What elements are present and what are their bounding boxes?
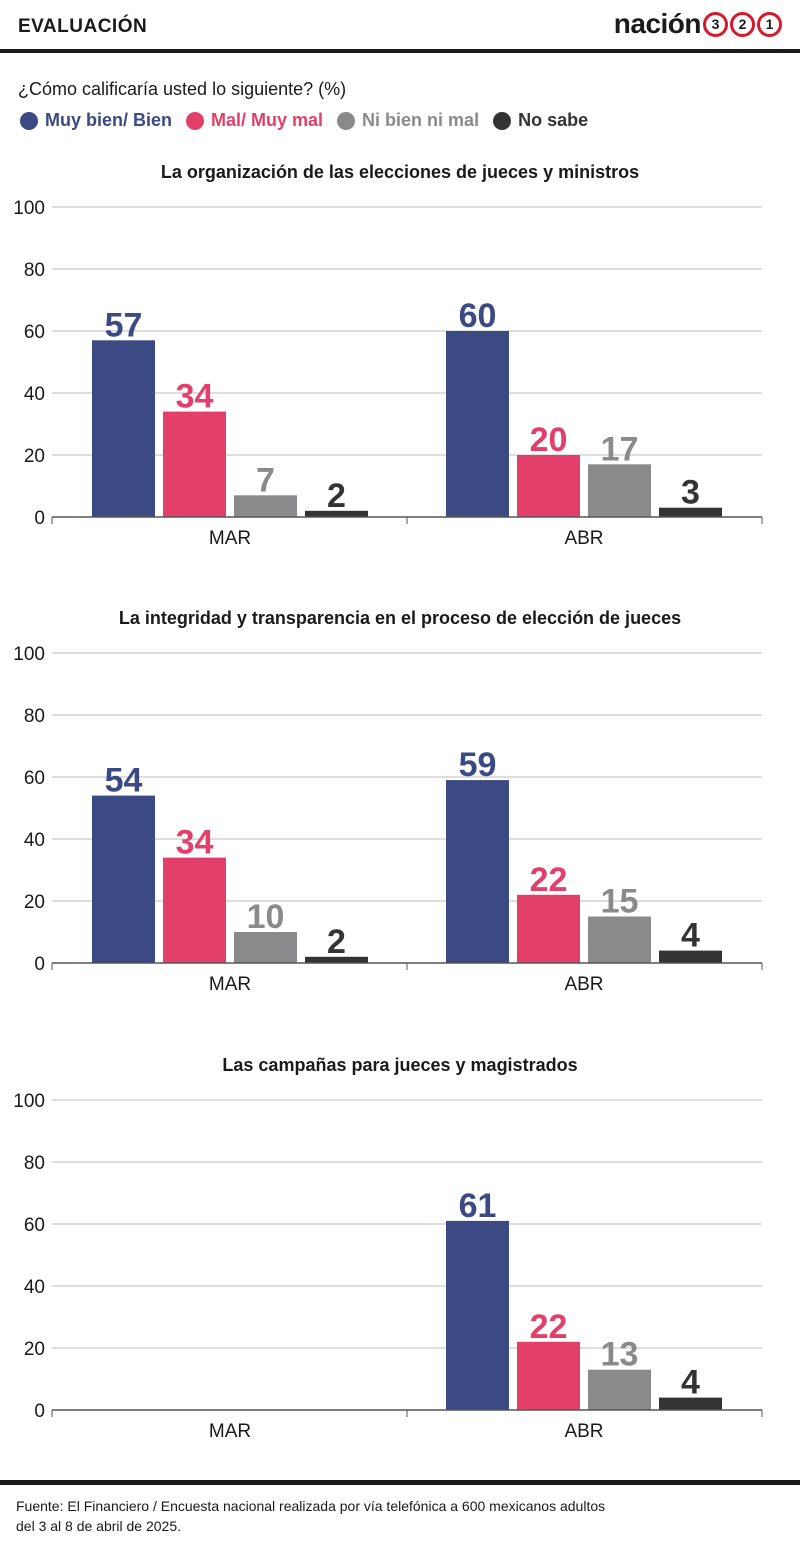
data-label: 13	[601, 1336, 639, 1374]
data-label: 54	[105, 762, 143, 800]
bar	[517, 1341, 580, 1410]
y-tick-label: 100	[13, 644, 45, 665]
x-tick-label: MAR	[209, 974, 251, 995]
y-tick-label: 100	[13, 1091, 45, 1112]
bar	[234, 495, 297, 517]
legend-swatch	[20, 111, 38, 130]
chart-title: La integridad y transparencia en el proc…	[119, 608, 681, 628]
data-label: 4	[681, 917, 700, 955]
data-label: 10	[247, 898, 285, 936]
data-label: 22	[530, 861, 568, 899]
bar	[659, 1397, 722, 1410]
y-tick-label: 60	[24, 768, 45, 789]
section-title: EVALUACIÓN	[18, 16, 148, 37]
bar	[92, 340, 155, 517]
bar	[163, 857, 226, 963]
bar	[446, 331, 509, 517]
data-label: 34	[176, 378, 214, 416]
header-rule	[0, 49, 800, 53]
brand-digit: 3	[703, 11, 728, 37]
data-label: 34	[176, 824, 214, 862]
footer-line: del 3 al 8 de abril de 2025.	[16, 1518, 182, 1534]
data-label: 22	[530, 1308, 568, 1346]
y-tick-label: 20	[24, 446, 45, 467]
legend-item: Mal/ Muy mal	[186, 110, 323, 131]
data-label: 59	[459, 746, 497, 784]
y-tick-label: 40	[24, 830, 45, 851]
footer-line: Fuente: El Financiero / Encuesta naciona…	[16, 1498, 606, 1514]
brand-word: nación	[613, 8, 702, 39]
brand-digit: 1	[757, 11, 782, 37]
data-label: 20	[530, 421, 568, 459]
y-tick-label: 20	[24, 1339, 45, 1360]
bar	[234, 932, 297, 963]
footer-source: Fuente: El Financiero / Encuesta naciona…	[16, 1496, 786, 1536]
x-tick-label: ABR	[564, 974, 603, 995]
y-tick-label: 0	[34, 1401, 45, 1422]
x-tick-label: MAR	[209, 1421, 251, 1442]
y-tick-label: 0	[34, 508, 45, 529]
legend-item: No sabe	[493, 110, 588, 131]
legend: Muy bien/ Bien Mal/ Muy mal Ni bien ni m…	[20, 110, 602, 131]
legend-label: Ni bien ni mal	[362, 110, 480, 130]
data-label: 60	[459, 297, 497, 335]
data-label: 2	[327, 477, 346, 515]
y-tick-label: 100	[13, 198, 45, 219]
bar	[659, 950, 722, 963]
legend-label: No sabe	[518, 110, 589, 130]
data-label: 17	[601, 430, 639, 468]
data-label: 7	[256, 461, 275, 499]
chart-integridad: La integridad y transparencia en el proc…	[13, 608, 763, 995]
legend-label: Muy bien/ Bien	[45, 110, 173, 130]
chart-organizacion: La organización de las elecciones de jue…	[13, 162, 763, 549]
bar	[517, 455, 580, 517]
data-label: 3	[681, 474, 700, 512]
data-label: 57	[105, 306, 143, 344]
y-tick-label: 40	[24, 384, 45, 405]
bar	[446, 780, 509, 963]
bar	[517, 894, 580, 963]
bar	[588, 916, 651, 963]
data-label: 4	[681, 1364, 700, 1402]
x-tick-label: ABR	[564, 528, 603, 549]
legend-swatch	[186, 111, 205, 130]
y-tick-label: 60	[24, 1215, 45, 1236]
legend-swatch	[493, 111, 512, 130]
x-tick-label: ABR	[564, 1421, 603, 1442]
x-tick-label: MAR	[209, 528, 251, 549]
legend-swatch	[337, 111, 356, 130]
bar	[305, 956, 368, 963]
y-tick-label: 0	[34, 954, 45, 975]
data-label: 61	[459, 1187, 497, 1225]
bar	[446, 1220, 509, 1410]
y-tick-label: 80	[24, 260, 45, 281]
question-text: ¿Cómo calificaría usted lo siguiente? (%…	[18, 79, 347, 99]
bar	[92, 795, 155, 963]
y-tick-label: 80	[24, 1153, 45, 1174]
y-tick-label: 80	[24, 706, 45, 727]
data-label: 15	[601, 883, 639, 921]
bar	[588, 1369, 651, 1410]
footer-rule	[0, 1480, 800, 1485]
y-tick-label: 40	[24, 1277, 45, 1298]
chart-title: Las campañas para jueces y magistrados	[222, 1055, 577, 1075]
chart-campanas: Las campañas para jueces y magistrados 0 2…	[13, 1055, 763, 1442]
bar	[163, 411, 226, 517]
y-tick-label: 60	[24, 322, 45, 343]
bar	[588, 464, 651, 517]
bar	[659, 507, 722, 517]
legend-item: Ni bien ni mal	[337, 110, 479, 131]
legend-item: Muy bien/ Bien	[20, 110, 172, 131]
legend-label: Mal/ Muy mal	[211, 110, 324, 130]
chart-title: La organización de las elecciones de jue…	[161, 162, 639, 182]
data-label: 2	[327, 923, 346, 961]
brand-logo: nación 3 2 1	[614, 8, 782, 40]
y-tick-label: 20	[24, 892, 45, 913]
bar	[305, 510, 368, 517]
brand-digit: 2	[730, 11, 755, 37]
